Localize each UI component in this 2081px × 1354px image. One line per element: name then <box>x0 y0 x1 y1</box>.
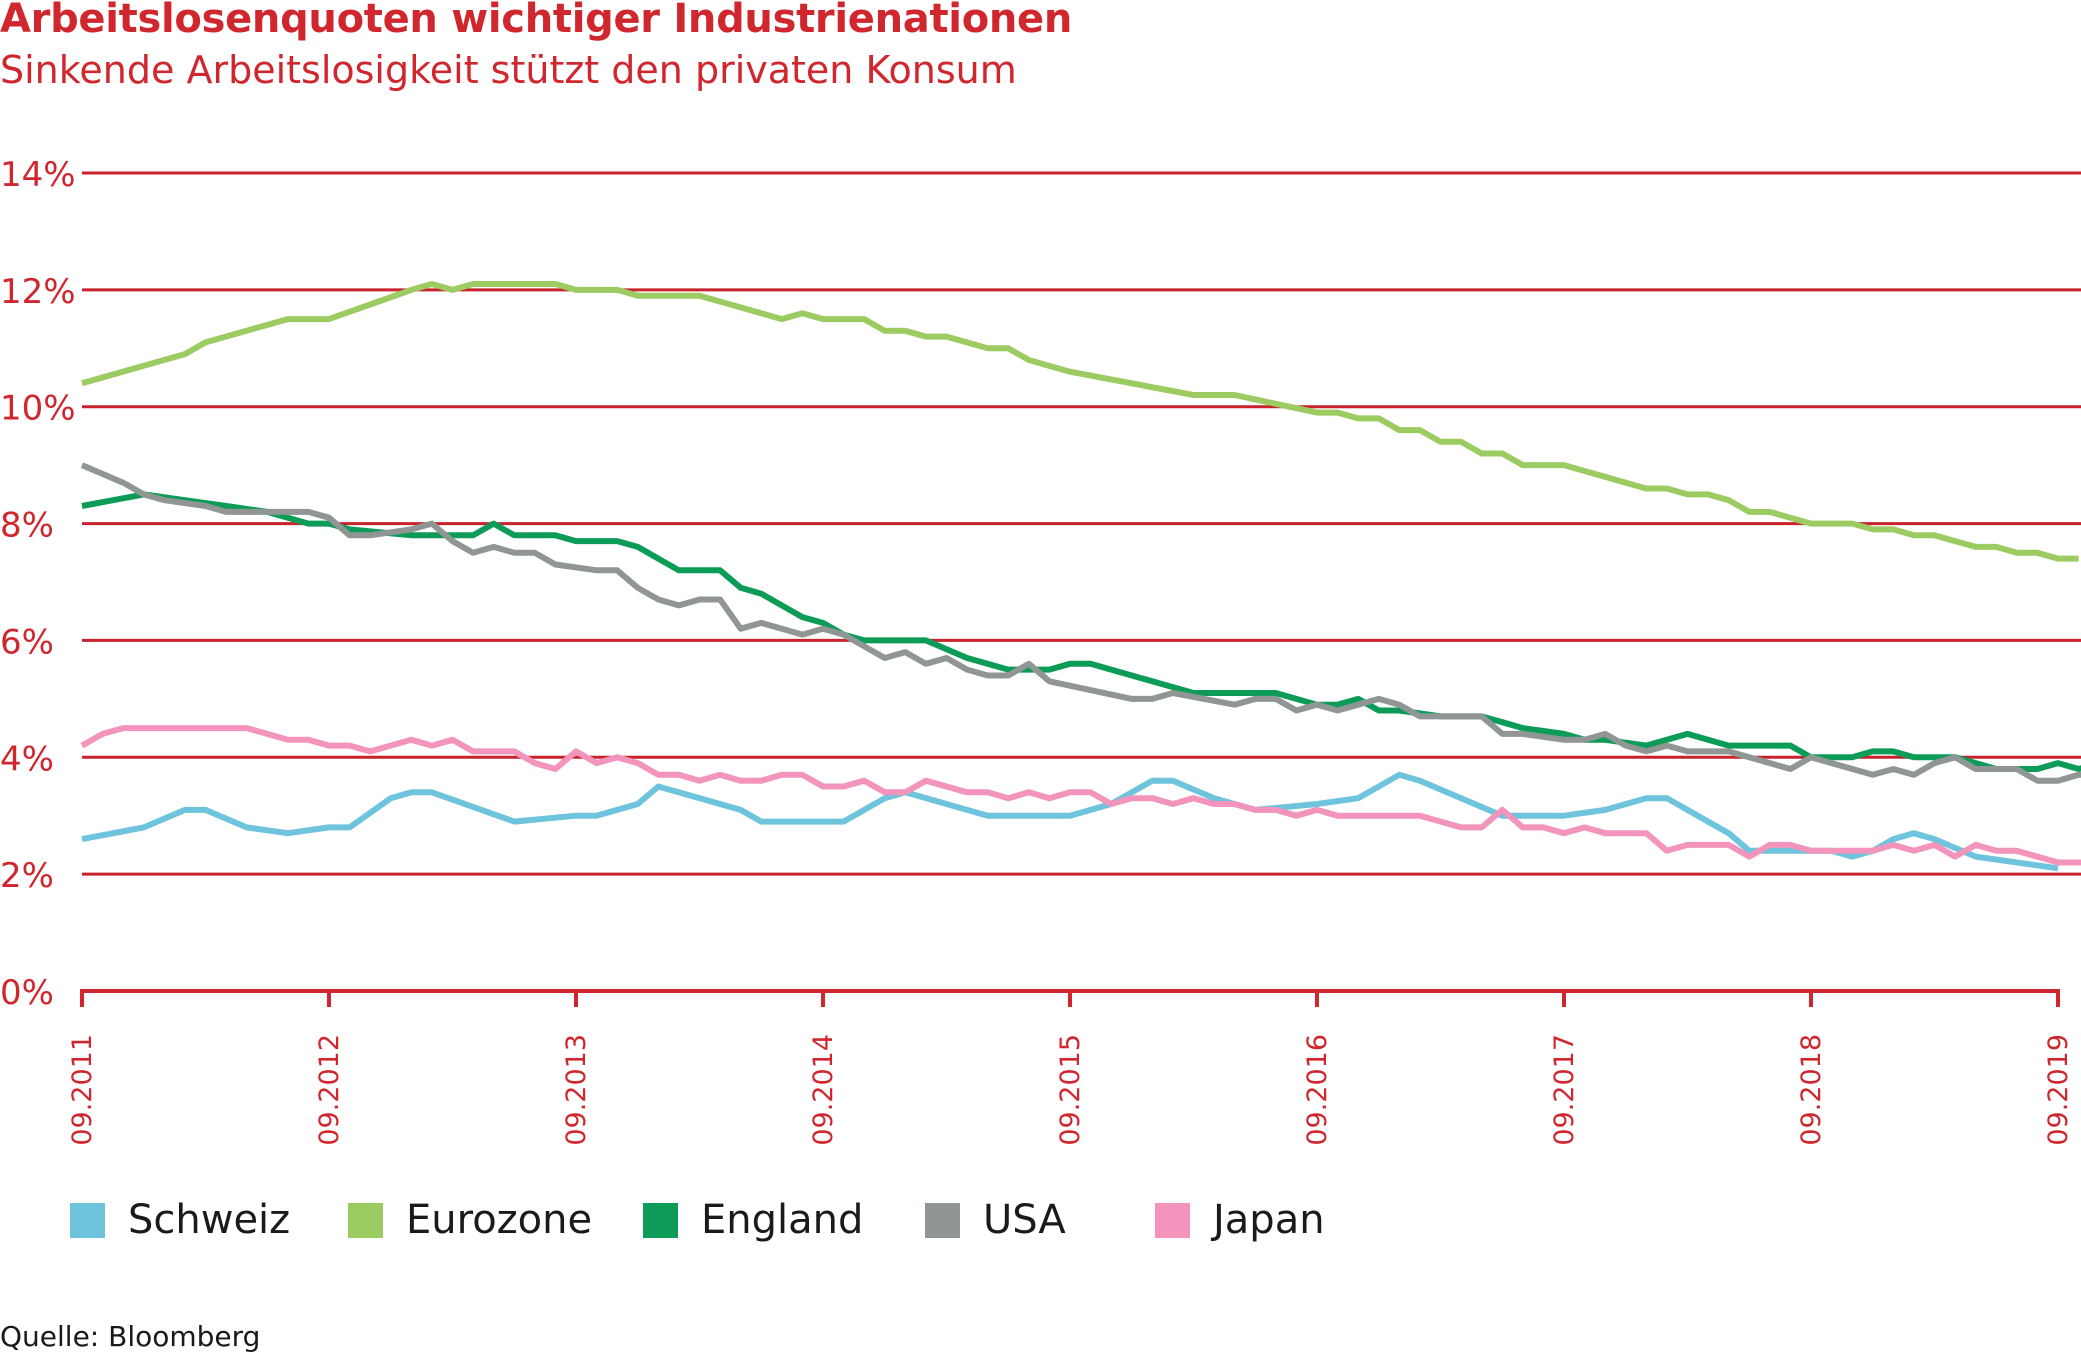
x-tick-label: 09.2015 <box>1055 1034 1086 1146</box>
legend-label-schweiz: Schweiz <box>128 1197 291 1243</box>
series-line-japan <box>80 725 2081 866</box>
legend-label-usa: USA <box>983 1197 1066 1243</box>
series-line-schweiz <box>81 771 2059 872</box>
axes: 0% 2% 4% 6% 8% 10% 12% 14% 09.2011 09.2012 09.2013… <box>0 155 2074 1146</box>
legend-label-japan: Japan <box>1213 1197 1325 1243</box>
legend-swatch-usa <box>925 1203 960 1238</box>
x-tick-label: 09.2011 <box>67 1034 98 1146</box>
y-tick-label: 10% <box>0 389 76 429</box>
y-tick-label: 14% <box>0 155 76 195</box>
source-note: Quelle: Bloomberg <box>0 1320 261 1353</box>
chart-subtitle: Sinkende Arbeitslosigkeit stützt den pri… <box>0 48 1017 92</box>
series-line-eurozone <box>81 281 2079 562</box>
x-tick-label: 09.2016 <box>1302 1034 1333 1146</box>
x-tick-label: 09.2018 <box>1796 1034 1827 1146</box>
line-chart: 0% 2% 4% 6% 8% 10% 12% 14% 09.2011 09.2012 09.2013… <box>0 155 2081 1146</box>
legend-label-eurozone: Eurozone <box>406 1197 593 1243</box>
x-tick-label: 09.2013 <box>561 1034 592 1146</box>
series-line-england <box>81 491 2081 772</box>
chart-title: Arbeitslosenquoten wichtiger Industriena… <box>0 0 1073 42</box>
legend-swatch-england <box>643 1203 678 1238</box>
y-tick-label: 8% <box>0 506 54 546</box>
x-tick-label: 09.2017 <box>1549 1034 1580 1146</box>
x-tick-label: 09.2014 <box>808 1034 839 1146</box>
series-lines <box>80 281 2081 872</box>
x-tick-label: 09.2019 <box>2043 1034 2074 1146</box>
y-tick-label: 6% <box>0 622 54 662</box>
legend-label-england: England <box>701 1197 864 1243</box>
x-tick-label: 09.2012 <box>314 1034 345 1146</box>
y-tick-label: 12% <box>0 272 76 312</box>
y-tick-label: 4% <box>0 739 54 779</box>
legend-swatch-japan <box>1155 1203 1190 1238</box>
y-tick-label: 2% <box>0 856 54 896</box>
legend-swatch-eurozone <box>348 1203 383 1238</box>
y-tick-label: 0% <box>0 973 54 1013</box>
legend-swatch-schweiz <box>70 1203 105 1238</box>
series-line-usa <box>80 462 2081 784</box>
